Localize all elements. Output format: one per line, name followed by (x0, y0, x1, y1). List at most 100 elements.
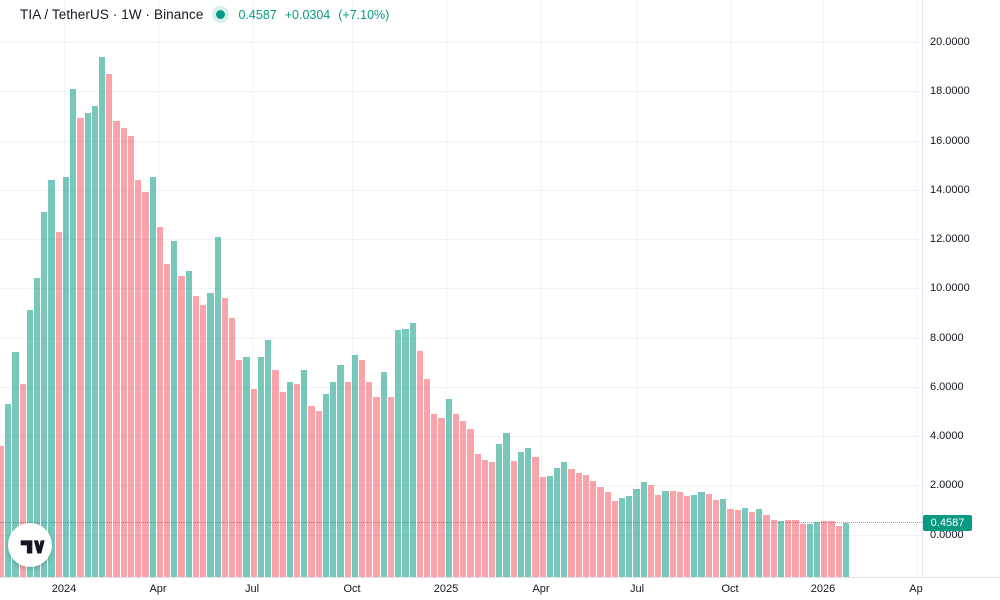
price-bar-down (308, 406, 315, 577)
price-bar-down (582, 475, 590, 577)
price-tick-label: 0.0000 (930, 528, 964, 541)
price-bar-down (229, 317, 236, 577)
price-bar-down (590, 481, 597, 577)
horizontal-gridline (0, 189, 922, 191)
price-bar-up (207, 293, 214, 577)
price-bar-up (322, 394, 330, 577)
price-bar-down (799, 523, 806, 577)
horizontal-gridline (0, 534, 922, 536)
price-bar-down (770, 519, 777, 577)
vertical-gridline (823, 0, 824, 577)
price-bar-down (647, 485, 655, 577)
price-bar-down (604, 491, 611, 577)
price-bar-up (286, 381, 293, 577)
price-bar-down (676, 491, 683, 577)
price-bar-down (294, 384, 301, 577)
horizontal-gridline (0, 485, 922, 487)
price-bar-down (597, 486, 604, 577)
price-bar-down (344, 381, 351, 577)
price-bar-up (301, 369, 308, 577)
price-bar-up (806, 524, 813, 577)
time-axis[interactable]: 2024 Apr Jul Oct 2025 Apr Jul Oct 2026 Ap (0, 577, 1000, 600)
horizontal-gridline (0, 239, 922, 240)
price-bar-up (402, 328, 409, 577)
time-tick-label: Oct (343, 583, 361, 595)
price-bar-down (655, 495, 662, 577)
price-bar-down (821, 520, 828, 577)
price-bar-up (698, 491, 705, 577)
price-readout: 0.4587 +0.0304 (+7.10%) (238, 8, 389, 22)
price-bar-down (835, 525, 842, 577)
price-bar-down (200, 305, 207, 577)
price-bar-down (727, 509, 734, 577)
horizontal-gridline (0, 288, 922, 290)
price-tick-label: 14.0000 (930, 183, 970, 196)
chart-pane[interactable] (0, 0, 922, 577)
price-bar-up (640, 482, 647, 577)
price-bar-down (178, 275, 185, 577)
time-tick-label: Apr (532, 583, 550, 595)
price-bar-down (575, 472, 582, 577)
horizontal-gridline (0, 42, 922, 43)
price-bar-up (62, 177, 70, 577)
price-bar-down (120, 128, 127, 577)
price-bar-up (662, 490, 669, 577)
time-tick-label: 2024 (51, 583, 77, 595)
last-price-value: 0.4587 (238, 7, 277, 22)
price-bar-up (525, 448, 532, 577)
price-tick-label: 16.0000 (930, 134, 970, 147)
series-dot-icon (216, 10, 226, 19)
price-bar-up (34, 278, 41, 577)
price-bar-down (142, 192, 149, 577)
price-bar-up (185, 271, 192, 577)
price-bar-down (705, 493, 712, 577)
price-tick-label: 8.0000 (930, 331, 964, 344)
vertical-gridline (916, 0, 917, 577)
price-bar-up (330, 381, 337, 577)
price-bar-down (55, 231, 62, 577)
price-bar-down (460, 421, 467, 577)
price-bar-up (257, 357, 265, 577)
price-bar-up (619, 497, 626, 577)
price-bar-down (135, 179, 142, 577)
price-bar-down (272, 369, 279, 577)
price-tick-label: 2.0000 (930, 479, 964, 492)
tradingview-logo[interactable] (8, 523, 52, 567)
price-bar-up (503, 432, 510, 577)
price-bar-up (41, 211, 48, 577)
price-change-pct: (+7.10%) (338, 7, 390, 22)
price-bar-up (561, 461, 568, 577)
price-bar-down (279, 391, 286, 577)
price-bar-down (164, 263, 171, 577)
price-bar-up (48, 179, 55, 577)
price-bar-down (669, 490, 676, 577)
time-tick-label: Jul (244, 583, 260, 595)
price-bar-up (265, 339, 272, 577)
price-bar-down (221, 298, 228, 577)
time-tick-label: Ap (909, 583, 923, 595)
price-bar-up (99, 56, 106, 577)
price-bar-down (510, 461, 517, 577)
last-price-line (0, 522, 922, 524)
price-bar-up (814, 521, 821, 577)
price-bar-up (149, 177, 156, 577)
price-axis[interactable]: 0.4587 20.0000 18.0000 16.0000 14.0000 12.00… (922, 0, 1000, 577)
price-bar-up (5, 403, 12, 577)
symbol-title[interactable]: TIA / TetherUS · 1W · Binance (20, 7, 204, 22)
price-bar-up (243, 357, 250, 577)
price-bar-down (828, 521, 835, 577)
price-bar-up (351, 354, 358, 577)
price-bar-down (113, 120, 120, 577)
price-bar-down (106, 74, 113, 577)
price-bar-up (445, 399, 452, 577)
price-tick-label: 4.0000 (930, 430, 964, 442)
time-tick-label: Oct (721, 583, 739, 595)
price-bar-down (236, 359, 243, 577)
price-bar-down (763, 515, 770, 577)
price-bar-down (373, 396, 380, 577)
time-tick-label: Jul (629, 583, 645, 595)
horizontal-gridline (0, 337, 922, 339)
price-change-abs: +0.0304 (284, 7, 331, 22)
price-bar-up (517, 452, 525, 577)
horizontal-gridline (0, 140, 922, 142)
